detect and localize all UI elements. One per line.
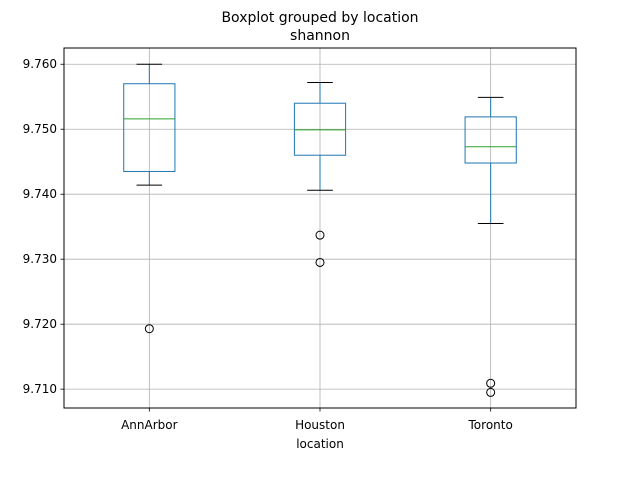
y-tick-label: 9.760: [23, 57, 57, 71]
iqr-box: [293, 102, 347, 156]
box-annarbor: [123, 63, 176, 334]
chart-title: Boxplot grouped by location: [221, 10, 418, 26]
box-houston: [293, 81, 347, 267]
x-axis-label: location: [296, 437, 344, 451]
y-axis: 9.710 9.720 9.730 9.740 9.750 9.760: [23, 57, 64, 396]
outlier-point: [315, 230, 325, 240]
iqr-box: [123, 83, 176, 172]
y-tick-label: 9.730: [23, 252, 57, 266]
outlier-point: [486, 378, 496, 388]
x-tick-label: AnnArbor: [121, 418, 178, 432]
outlier-point: [144, 324, 154, 334]
chart-subtitle: shannon: [290, 28, 350, 44]
x-tick-label: Houston: [295, 418, 345, 432]
box-toronto: [464, 96, 517, 397]
x-tick-label: Toronto: [468, 418, 513, 432]
box-layer: [123, 63, 517, 397]
y-tick-label: 9.720: [23, 317, 57, 331]
outlier-point: [486, 387, 496, 397]
outlier-point: [315, 257, 325, 267]
y-tick-label: 9.710: [23, 382, 57, 396]
iqr-box: [464, 116, 517, 164]
y-tick-label: 9.750: [23, 122, 57, 136]
y-tick-label: 9.740: [23, 187, 57, 201]
x-axis: AnnArbor Houston Toronto: [121, 408, 513, 432]
